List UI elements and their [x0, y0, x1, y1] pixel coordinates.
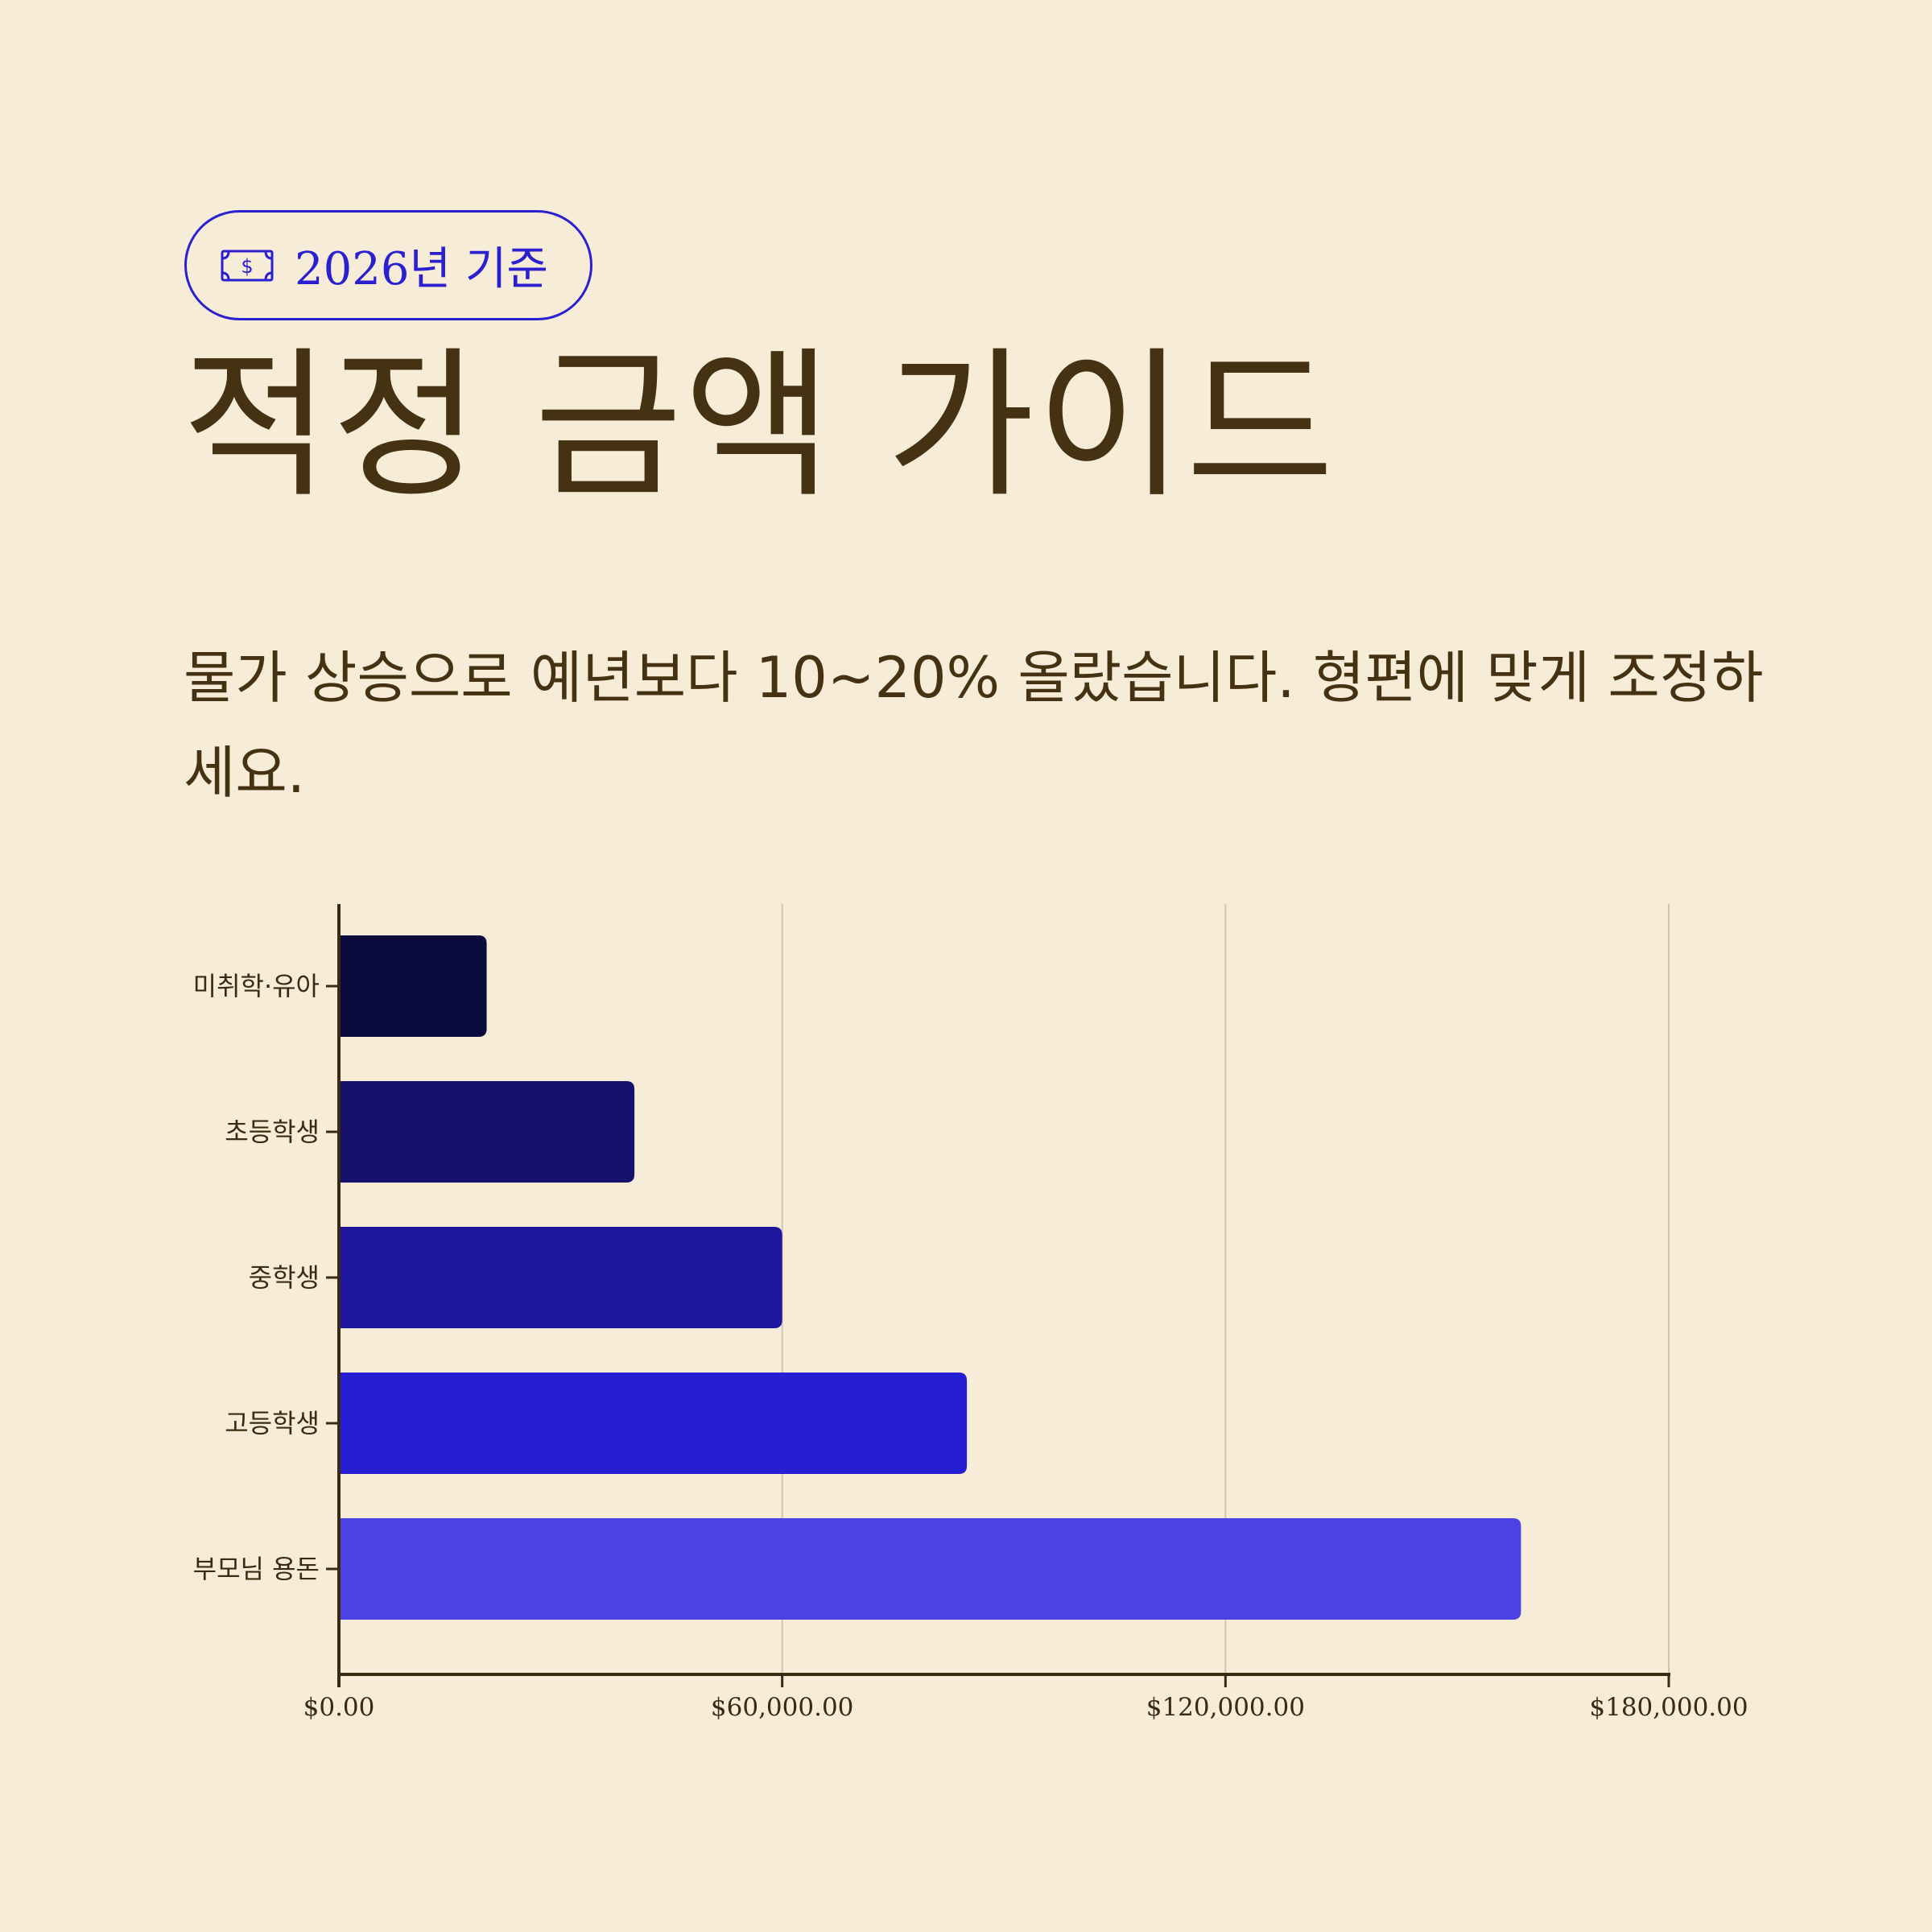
- badge-text: 2026년 기준: [295, 243, 548, 295]
- page-title: 적정 금액 가이드: [182, 332, 1336, 520]
- banknote-icon: $: [221, 250, 274, 281]
- svg-text:$: $: [241, 255, 253, 278]
- category-label-2: 중학생: [249, 1262, 320, 1293]
- page-subtitle: 물가 상승으로 예년보다 10~20% 올랐습니다. 형편에 맞게 조정하세요.: [184, 645, 1764, 806]
- bar-3: [339, 1373, 968, 1474]
- category-label-3: 고등학생: [225, 1408, 320, 1439]
- x-tick-label-2: $120,000.00: [1146, 1693, 1305, 1722]
- bar-2: [339, 1227, 782, 1328]
- category-label-1: 초등학생: [225, 1117, 320, 1147]
- category-label-4: 부모님 용돈: [193, 1554, 320, 1584]
- bar-1: [339, 1081, 635, 1183]
- x-tick-label-1: $60,000.00: [711, 1693, 854, 1722]
- category-label-0: 미취학·유아: [193, 971, 320, 1001]
- bar-4: [339, 1518, 1521, 1620]
- x-tick-label-0: $0.00: [303, 1693, 375, 1722]
- year-badge: $ 2026년 기준: [184, 210, 592, 320]
- x-tick-label-3: $180,000.00: [1589, 1693, 1748, 1722]
- bar-0: [339, 935, 487, 1037]
